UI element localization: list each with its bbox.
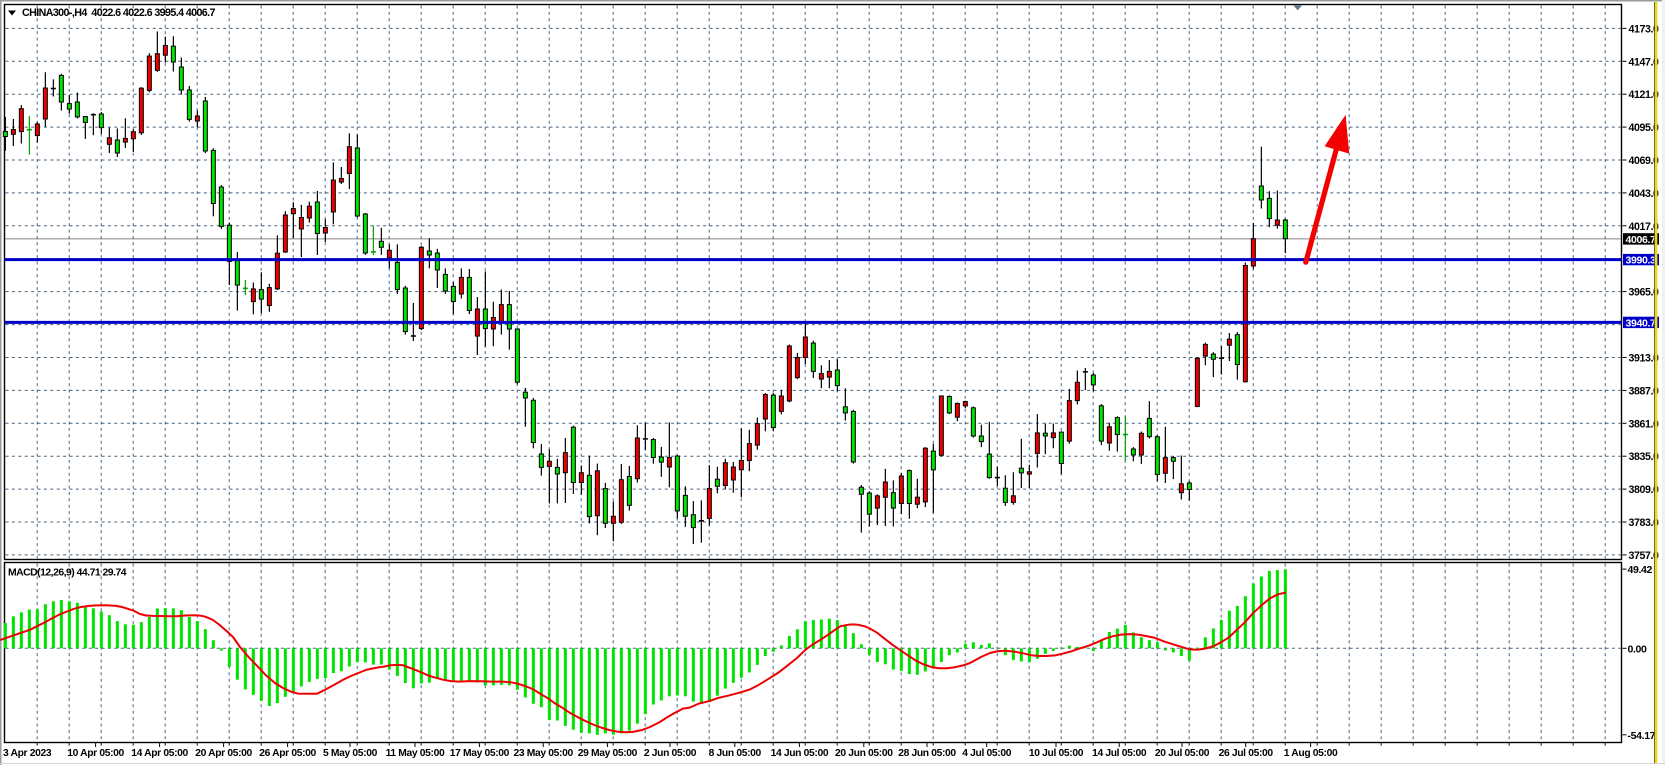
svg-text:14 Jul 05:00: 14 Jul 05:00 [1092, 748, 1147, 759]
svg-text:20 Jul 05:00: 20 Jul 05:00 [1155, 748, 1210, 759]
svg-text:4 Jul 05:00: 4 Jul 05:00 [962, 748, 1011, 759]
svg-text:5 May 05:00: 5 May 05:00 [323, 748, 378, 759]
svg-text:4147.0: 4147.0 [1629, 56, 1660, 68]
svg-text:1 Aug 05:00: 1 Aug 05:00 [1284, 748, 1338, 759]
svg-text:17 May 05:00: 17 May 05:00 [450, 748, 510, 759]
svg-text:4173.0: 4173.0 [1629, 23, 1660, 35]
svg-text:49.42: 49.42 [1628, 564, 1653, 576]
svg-text:3 Apr 2023: 3 Apr 2023 [3, 748, 52, 759]
svg-text:26 Jul 05:00: 26 Jul 05:00 [1219, 748, 1274, 759]
svg-text:28 Jun 05:00: 28 Jun 05:00 [898, 748, 956, 759]
svg-text:10 Jul 05:00: 10 Jul 05:00 [1029, 748, 1084, 759]
svg-text:8 Jun 05:00: 8 Jun 05:00 [709, 748, 762, 759]
svg-text:3940.7: 3940.7 [1626, 317, 1657, 329]
svg-text:29 May 05:00: 29 May 05:00 [578, 748, 638, 759]
svg-text:3861.0: 3861.0 [1629, 418, 1660, 430]
svg-text:4017.0: 4017.0 [1629, 221, 1660, 233]
svg-text:4069.0: 4069.0 [1629, 155, 1660, 167]
svg-text:3783.0: 3783.0 [1629, 517, 1660, 529]
svg-text:3965.0: 3965.0 [1629, 287, 1660, 299]
svg-text:2 Jun 05:00: 2 Jun 05:00 [644, 748, 697, 759]
svg-text:0.00: 0.00 [1628, 643, 1648, 655]
svg-text:3835.0: 3835.0 [1629, 451, 1660, 463]
svg-text:3990.3: 3990.3 [1626, 255, 1657, 267]
svg-text:10 Apr 05:00: 10 Apr 05:00 [67, 748, 124, 759]
svg-text:4121.0: 4121.0 [1629, 89, 1660, 101]
svg-text:23 May 05:00: 23 May 05:00 [514, 748, 574, 759]
svg-text:14 Apr 05:00: 14 Apr 05:00 [131, 748, 188, 759]
svg-text:3887.0: 3887.0 [1629, 385, 1660, 397]
svg-text:MACD(12,26,9) 44.71 29.74: MACD(12,26,9) 44.71 29.74 [8, 568, 127, 579]
svg-text:14 Jun 05:00: 14 Jun 05:00 [771, 748, 829, 759]
svg-text:26 Apr 05:00: 26 Apr 05:00 [259, 748, 316, 759]
svg-text:20 Apr 05:00: 20 Apr 05:00 [195, 748, 252, 759]
svg-text:20 Jun 05:00: 20 Jun 05:00 [835, 748, 893, 759]
svg-text:11 May 05:00: 11 May 05:00 [386, 748, 445, 759]
svg-text:4006.7: 4006.7 [1626, 234, 1657, 246]
svg-text:4095.0: 4095.0 [1629, 122, 1660, 134]
svg-text:3809.0: 3809.0 [1629, 484, 1660, 496]
svg-text:3757.0: 3757.0 [1629, 550, 1660, 562]
svg-text:4043.0: 4043.0 [1629, 188, 1660, 200]
svg-text:3913.0: 3913.0 [1629, 353, 1660, 365]
svg-text:CHINA300-,H4 4022.6 4022.6 39: CHINA300-,H4 4022.6 4022.6 3995.4 4006.7 [22, 7, 216, 19]
svg-text:-54.17: -54.17 [1628, 730, 1656, 742]
